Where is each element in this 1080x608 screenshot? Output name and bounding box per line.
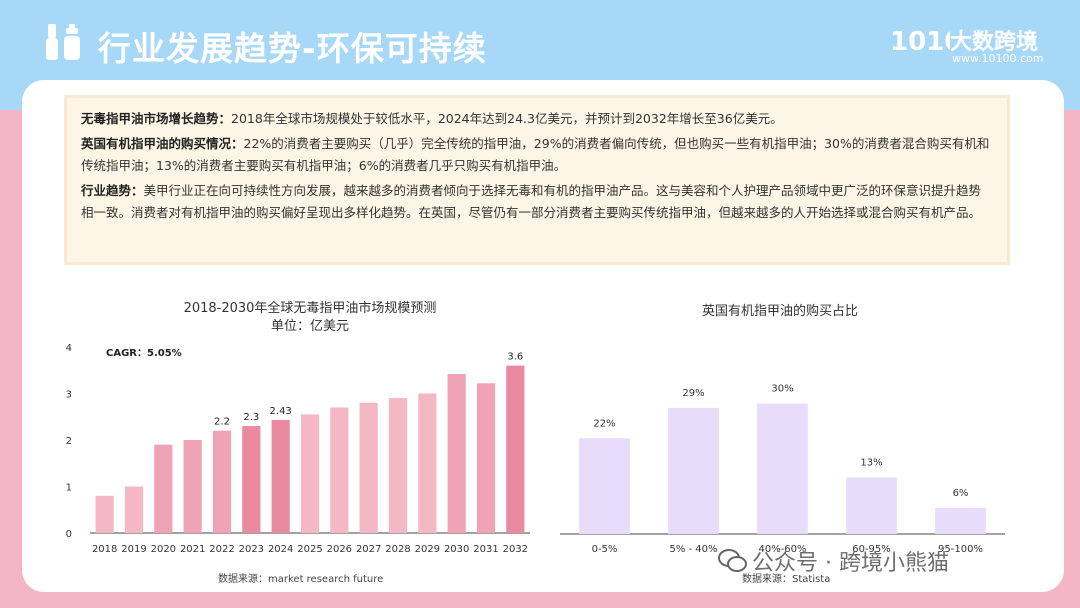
- chart1-bar-2030: [447, 373, 466, 533]
- wechat-icon: [718, 549, 747, 572]
- uk-organic-share-bar-chart: 0-5% 22% 5% - 40% 29% 40%-60% 30% 60-95% 13% 95-…: [560, 384, 1005, 555]
- chart1-x-tick-label: 2019: [121, 544, 146, 555]
- chart1-bar-2031: [476, 383, 496, 533]
- summary-text-2: 22%的消费者主要购买（几乎）完全传统的指甲油，29%的消费者偏向传统，但也购买…: [81, 135, 990, 174]
- chart1-bar-2032: [506, 365, 525, 533]
- chart1-x-tick-label: 2027: [356, 544, 381, 555]
- chart1-bar-2019: [124, 486, 144, 533]
- summary-box: 无毒指甲油市场增长趋势：2018年全球市场规模处于较低水平，2024年达到24.…: [64, 95, 1010, 265]
- chart1-x-tick-label: 2020: [151, 544, 176, 555]
- summary-text-1: 2018年全球市场规模处于较低水平，2024年达到24.3亿美元，并预计到203…: [231, 111, 783, 126]
- chart2-bar-5% - 40%: [668, 407, 719, 534]
- page-title: 行业发展趋势-环保可持续: [98, 29, 487, 68]
- chart1-y-tick-label: 2: [66, 436, 72, 447]
- chart1-subtitle: 单位：亿美元: [270, 319, 349, 334]
- summary-paragraph-1: 无毒指甲油市场增长趋势：2018年全球市场规模处于较低水平，2024年达到24.…: [81, 108, 993, 131]
- chart1-x-tick-label: 2028: [385, 544, 410, 555]
- chart2-x-tick-label: 5% - 40%: [669, 544, 717, 555]
- chart1-bar-2029: [418, 393, 437, 533]
- chart1-bar-2022: [212, 430, 232, 533]
- chart1-x-tick-label: 2022: [209, 544, 234, 555]
- chart1-x-tick-label: 2024: [268, 544, 293, 555]
- chart2-bar-60-95%: [846, 477, 897, 534]
- summary-label-2: 英国有机指甲油的购买情况：: [81, 135, 244, 151]
- chart1-bar-2021: [183, 440, 202, 533]
- brand-logo-block: 10100 大数跨境 www.10100.com: [890, 22, 1050, 68]
- chart2-source: 数据来源：Statista: [742, 574, 831, 585]
- header-banner: 行业发展趋势-环保可持续 10100 大数跨境 www.10100.com: [0, 0, 1080, 90]
- chart1-data-label: 2.43: [270, 406, 292, 417]
- chart1-bar-2026: [330, 407, 349, 533]
- chart1-bar-2020: [154, 444, 173, 533]
- chart1-x-tick-label: 2025: [297, 544, 322, 555]
- chart1-data-label: 3.6: [507, 352, 523, 363]
- brand-url: www.10100.com: [952, 52, 1044, 65]
- chart2-data-label: 6%: [953, 488, 969, 499]
- market-size-bar-chart: 0 1 2 3 4 CAGR：5.05% 2018 2019 2020 2021 2022 2.2 20…: [66, 343, 530, 555]
- summary-label-1: 无毒指甲油市场增长趋势：: [81, 111, 232, 126]
- chart1-x-tick-label: 2026: [327, 544, 352, 555]
- chart1-x-tick-label: 2023: [239, 544, 264, 555]
- chart1-x-tick-label: 2031: [473, 544, 498, 555]
- chart2-x-tick-label: 40%-60%: [758, 544, 806, 555]
- chart2-bar-40%-60%: [757, 403, 808, 534]
- chart2-data-label: 30%: [771, 384, 793, 395]
- chart1-data-label: 2.3: [243, 412, 259, 423]
- chart1-title-block: 2018-2030年全球无毒指甲油市场规模预测 单位：亿美元: [100, 300, 520, 336]
- chart2-x-tick-label: 60-95%: [852, 544, 891, 555]
- chart1-y-tick-label: 1: [66, 483, 72, 494]
- chart1-bar-2025: [300, 414, 320, 533]
- chart1-x-tick-label: 2032: [503, 544, 528, 555]
- chart1-data-label: 2.2: [214, 417, 230, 428]
- chart1-title: 2018-2030年全球无毒指甲油市场规模预测: [183, 301, 437, 316]
- chart2-x-tick-label: 95-100%: [938, 544, 983, 555]
- chart1-cagr-annotation: CAGR：5.05%: [106, 348, 182, 359]
- chart1-x-tick-label: 2018: [92, 544, 117, 555]
- chart2-title-block: 英国有机指甲油的购买占比: [580, 303, 980, 321]
- chart1-y-tick-label: 3: [66, 390, 72, 401]
- chart1-bar-2018: [95, 495, 114, 533]
- chart2-data-label: 22%: [593, 418, 615, 429]
- chart2-data-label: 29%: [682, 388, 704, 399]
- chart1-x-tick-label: 2021: [180, 544, 205, 555]
- summary-label-3: 行业趋势：: [81, 182, 144, 198]
- chart1-y-tick-label: 4: [66, 343, 72, 354]
- watermark: 公众号 · 跨境小熊猫: [752, 551, 949, 576]
- brand-logo-text: 10100: [890, 27, 950, 57]
- chart1-bar-2023: [242, 426, 261, 533]
- summary-paragraph-2: 英国有机指甲油的购买情况：22%的消费者主要购买（几乎）完全传统的指甲油，29%…: [81, 133, 993, 178]
- chart2-bar-0-5%: [579, 438, 630, 534]
- chart1-bar-2028: [388, 398, 408, 533]
- chart1-bar-2024: [271, 420, 290, 533]
- summary-text-3: 美甲行业正在向可持续性方向发展，越来越多的消费者倾向于选择无毒和有机的指甲油产品…: [81, 182, 982, 221]
- chart2-bar-95-100%: [935, 507, 986, 534]
- chart1-x-tick-label: 2029: [415, 544, 440, 555]
- chart1-x-tick-label: 2030: [444, 544, 469, 555]
- chart1-source: 数据来源：market research future: [218, 574, 384, 585]
- chart2-x-tick-label: 0-5%: [592, 544, 618, 555]
- chart2-title: 英国有机指甲油的购买占比: [701, 304, 858, 319]
- chart1-bar-2027: [359, 402, 378, 533]
- brand-logo-icon: 10100: [890, 27, 950, 57]
- brand-name: 大数跨境: [950, 30, 1039, 55]
- summary-paragraph-3: 行业趋势：美甲行业正在向可持续性方向发展，越来越多的消费者倾向于选择无毒和有机的…: [81, 180, 993, 225]
- chart1-y-tick-label: 0: [66, 529, 72, 540]
- nail-polish-icon: [46, 24, 80, 60]
- chart2-data-label: 13%: [860, 457, 882, 468]
